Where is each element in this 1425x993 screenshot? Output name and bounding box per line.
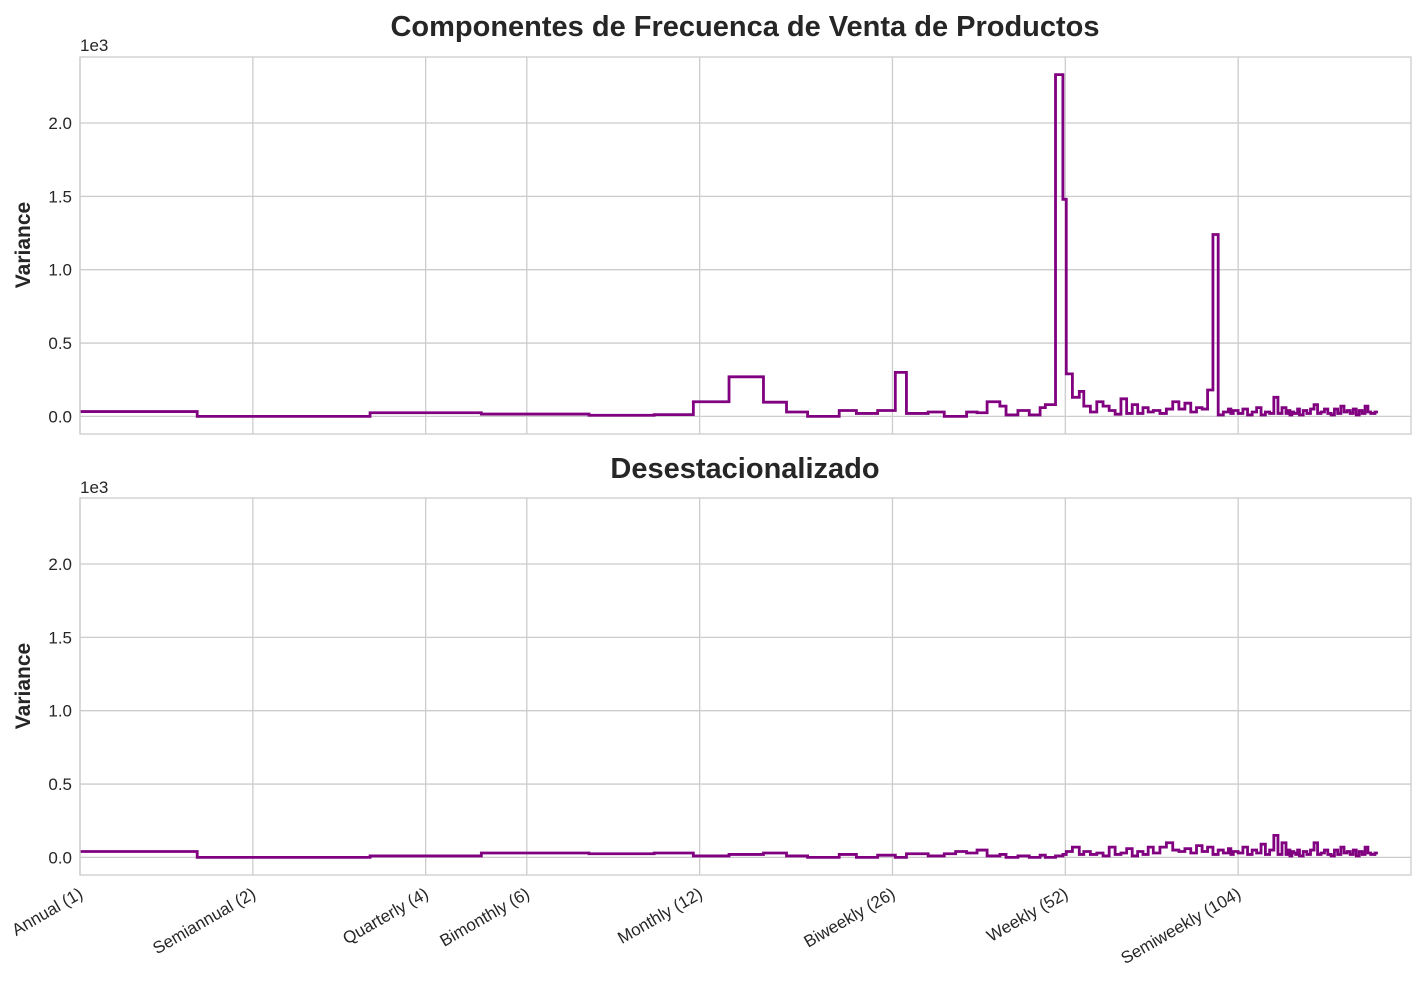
variance-series-line bbox=[80, 73, 1378, 418]
subplot-components: Componentes de Frecuenca de Venta de Pro… bbox=[12, 11, 1412, 435]
x-tick-label: Bimonthly (6) bbox=[437, 884, 533, 951]
plot-frame bbox=[79, 497, 1412, 876]
x-tick-label: Quarterly (4) bbox=[340, 884, 432, 948]
plot-frame bbox=[79, 56, 1412, 435]
x-tick-label: Semiweekly (104) bbox=[1118, 884, 1245, 968]
y-axis-label: Variance bbox=[12, 202, 35, 288]
chart-title: Componentes de Frecuenca de Venta de Pro… bbox=[390, 11, 1099, 43]
grid bbox=[79, 498, 1411, 875]
x-tick-label: Weekly (52) bbox=[984, 884, 1072, 946]
y-tick-label: 1.0 bbox=[48, 261, 72, 280]
y-tick-label: 0.5 bbox=[48, 775, 72, 794]
y-tick-label: 2.0 bbox=[48, 114, 72, 133]
y-ticks: 0.0 0.5 1.0 1.5 2.0 bbox=[48, 555, 72, 867]
x-tick-label: Annual (1) bbox=[9, 884, 86, 940]
y-tick-label: 2.0 bbox=[48, 555, 72, 574]
x-tick-label: Semiannual (2) bbox=[150, 884, 259, 958]
subplot-deseasonalized: Desestacionalizado 1e3 Variance 0.0 0.5 1.… bbox=[9, 453, 1412, 968]
x-tick-label: Biweekly (26) bbox=[801, 884, 899, 951]
variance-series-line bbox=[80, 833, 1378, 859]
y-tick-label: 0.5 bbox=[48, 334, 72, 353]
y-tick-label: 1.0 bbox=[48, 702, 72, 721]
y-offset-label: 1e3 bbox=[80, 36, 108, 55]
y-tick-label: 1.5 bbox=[48, 628, 72, 647]
y-tick-label: 0.0 bbox=[48, 848, 72, 867]
y-ticks: 0.0 0.5 1.0 1.5 2.0 bbox=[48, 114, 72, 426]
chart-title: Desestacionalizado bbox=[610, 453, 879, 485]
y-tick-label: 1.5 bbox=[48, 187, 72, 206]
y-axis-label: Variance bbox=[12, 643, 35, 729]
y-tick-label: 0.0 bbox=[48, 407, 72, 426]
grid bbox=[79, 57, 1411, 434]
x-ticks: Annual (1) Semiannual (2) Quarterly (4) Bim… bbox=[9, 884, 1245, 968]
x-tick-label: Monthly (12) bbox=[614, 884, 705, 948]
y-offset-label: 1e3 bbox=[80, 478, 108, 497]
